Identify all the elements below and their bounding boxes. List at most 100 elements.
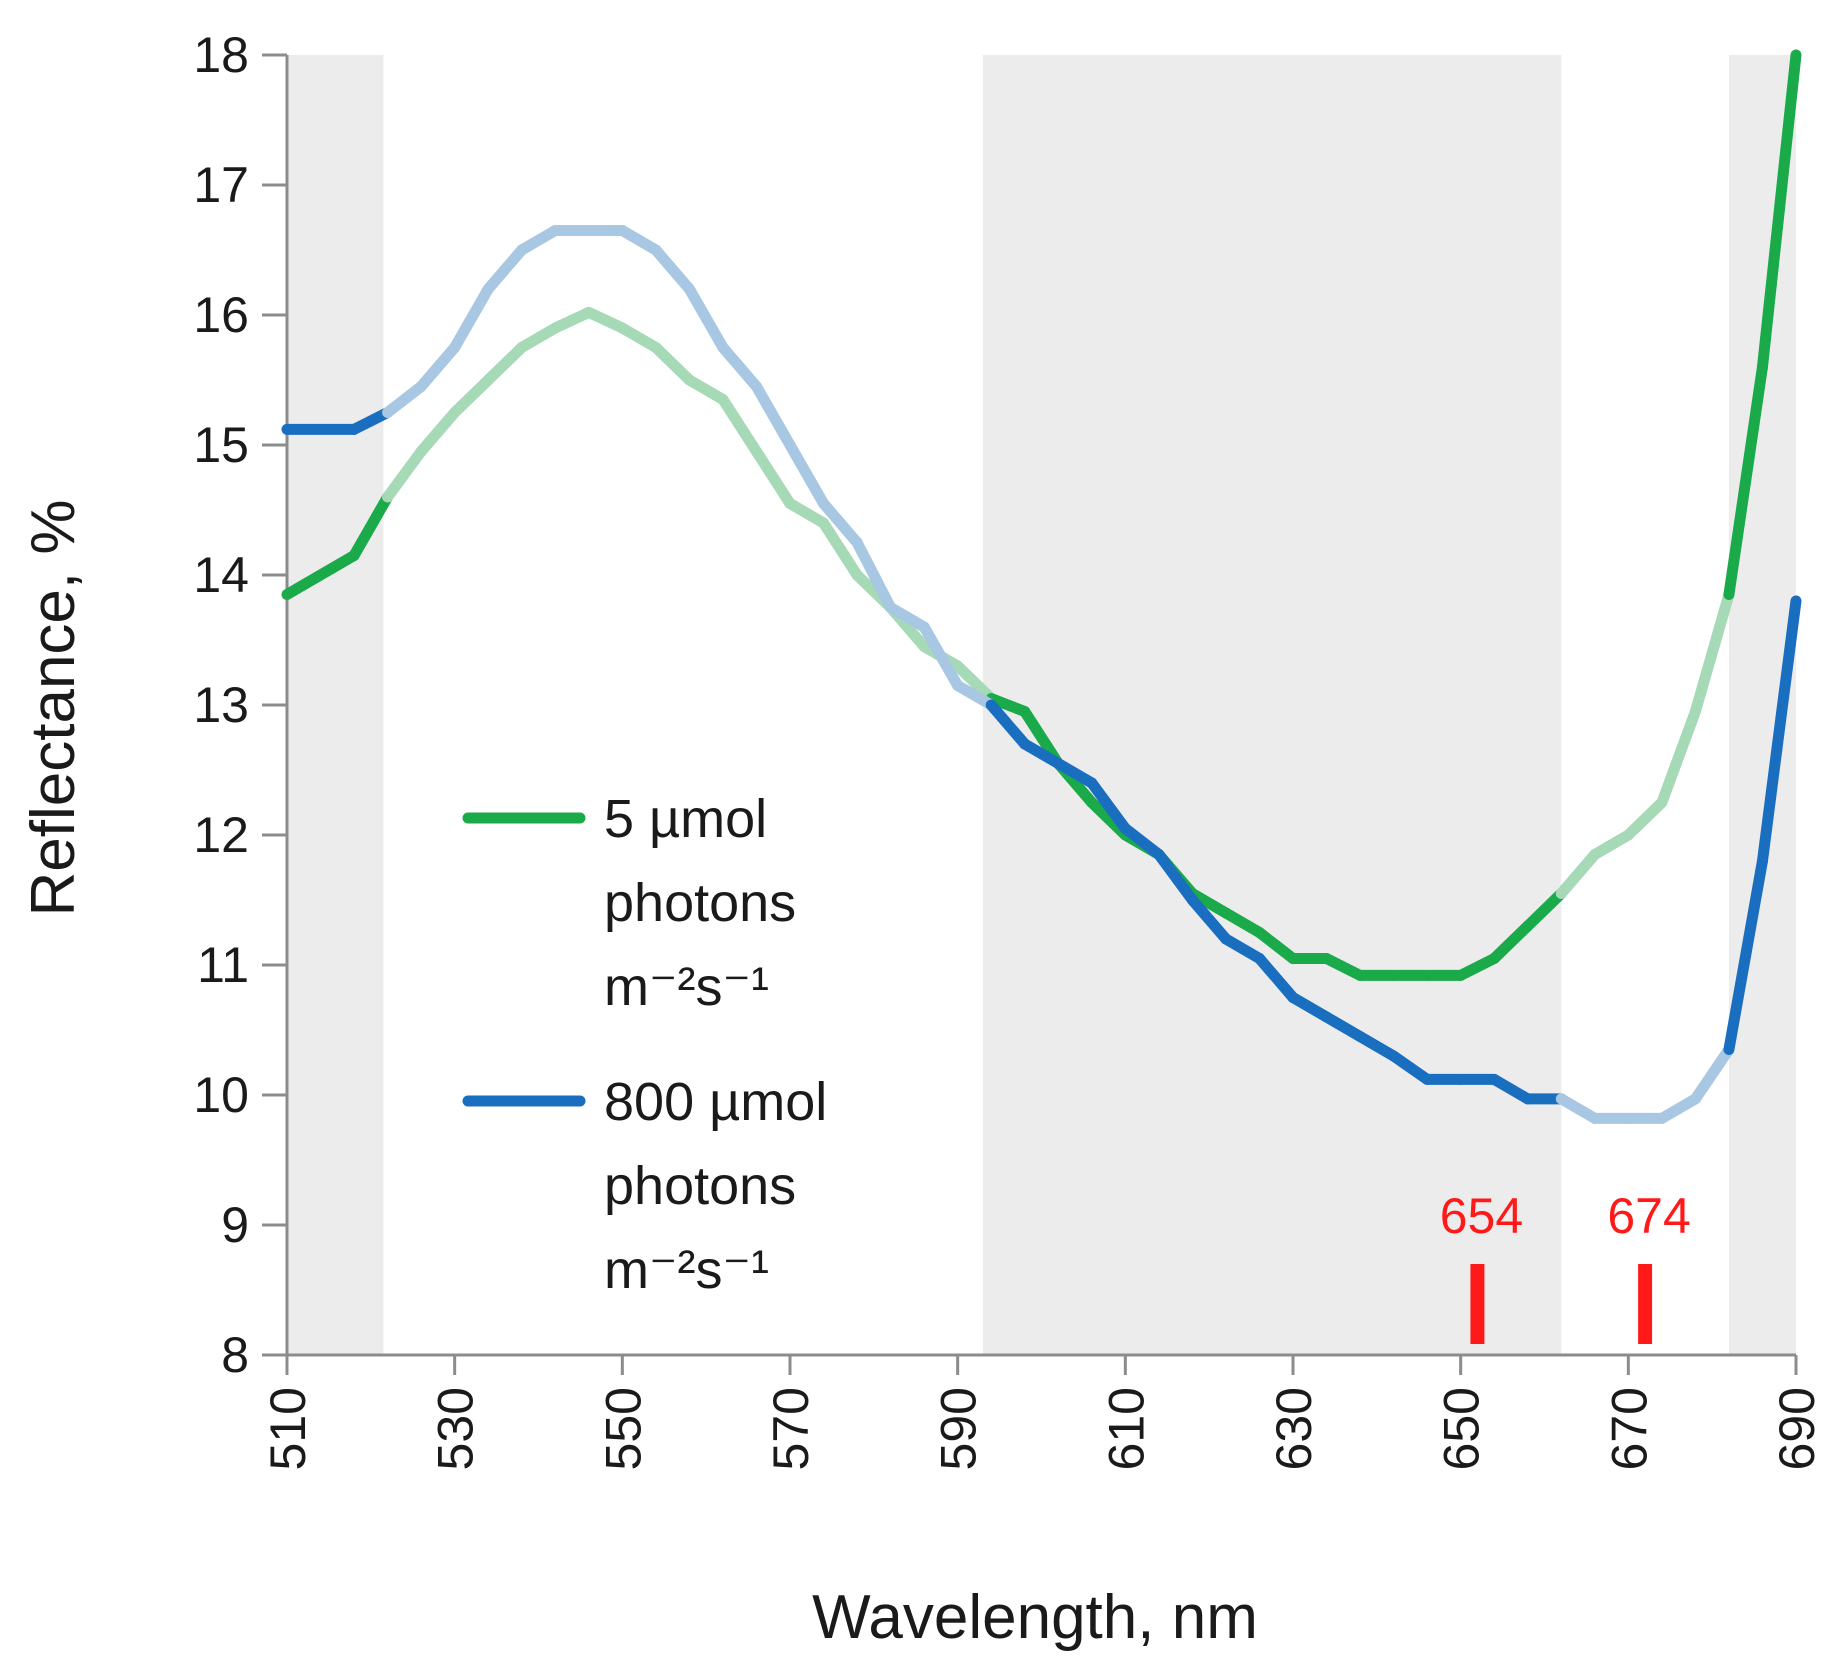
series-line-segment bbox=[1555, 849, 1601, 899]
series-line-segment bbox=[281, 550, 360, 600]
series-line-segment bbox=[348, 491, 394, 561]
legend-label: photons bbox=[604, 873, 796, 933]
x-tick-label: 650 bbox=[1434, 1387, 1490, 1470]
y-tick-label: 14 bbox=[193, 547, 249, 603]
series-line-segment bbox=[952, 680, 997, 711]
legend-label: photons bbox=[604, 1156, 796, 1216]
series-line-segment bbox=[1186, 894, 1232, 945]
shaded-regions bbox=[287, 55, 1796, 1355]
x-tick-label: 510 bbox=[260, 1387, 316, 1470]
axes bbox=[262, 55, 1796, 1365]
series-line-segment bbox=[1488, 920, 1534, 964]
series-line-segment bbox=[1287, 992, 1333, 1023]
series-line-segment bbox=[516, 322, 561, 353]
series-line-segment bbox=[382, 446, 427, 503]
x-axis-title: Wavelength, nm bbox=[812, 1583, 1258, 1652]
series-line-segment bbox=[1689, 589, 1735, 717]
legend: 5 µmol photons m⁻²s⁻¹ 800 µmol photons m⁻²s⁻¹ bbox=[462, 789, 827, 1300]
series-line-segment bbox=[784, 439, 830, 509]
series-line-segment bbox=[1220, 907, 1265, 938]
series-line-segment bbox=[818, 517, 863, 581]
series-line-segment bbox=[750, 446, 796, 509]
series-line-segment bbox=[1052, 758, 1098, 789]
series-line-segment bbox=[650, 342, 695, 386]
series-line-segment bbox=[952, 660, 997, 704]
wavelength-markers: 654 674 bbox=[1440, 1188, 1691, 1344]
y-tick-label: 12 bbox=[193, 807, 249, 863]
series-line-segment bbox=[415, 342, 461, 392]
series-line-segment bbox=[1153, 849, 1198, 906]
marker-bar bbox=[1638, 1264, 1653, 1344]
series-line-segment bbox=[1756, 595, 1802, 867]
x-tick-label: 590 bbox=[931, 1387, 987, 1470]
series-line-segment bbox=[1522, 888, 1567, 932]
y-tick-label: 11 bbox=[197, 937, 249, 993]
series-line-segment bbox=[683, 374, 729, 405]
series-line-segment bbox=[851, 537, 897, 613]
legend-label: 800 µmol bbox=[604, 1072, 827, 1132]
series-line-segment bbox=[1622, 797, 1668, 841]
y-tick-label: 16 bbox=[193, 287, 249, 343]
x-tick-label: 550 bbox=[595, 1387, 651, 1470]
series-line-segment bbox=[449, 374, 494, 418]
y-tick-label: 18 bbox=[193, 27, 249, 83]
series-line-segment bbox=[1756, 49, 1802, 373]
series-line-segment bbox=[1455, 953, 1500, 981]
series-line-segment bbox=[348, 407, 394, 435]
series-line-segment bbox=[482, 244, 528, 295]
shaded-band bbox=[287, 55, 384, 1355]
series-line-segment bbox=[616, 322, 662, 353]
series-line-segment bbox=[784, 498, 830, 529]
y-tick-label: 13 bbox=[193, 677, 249, 733]
series-line-segment bbox=[1019, 738, 1064, 769]
series-line-segment bbox=[1589, 829, 1634, 860]
y-tick-label: 8 bbox=[221, 1327, 249, 1383]
series-line-segment bbox=[683, 283, 729, 353]
series-line-segment bbox=[1086, 777, 1131, 834]
x-tick-label: 570 bbox=[763, 1387, 819, 1470]
series-line-segment bbox=[415, 407, 461, 457]
series-line-segment bbox=[549, 306, 595, 334]
series-line-segment bbox=[583, 306, 628, 334]
series-line-segment bbox=[382, 381, 427, 418]
series-line-segment bbox=[985, 699, 1031, 750]
series-line-segment bbox=[1488, 1073, 1534, 1105]
series-line-segment bbox=[750, 381, 796, 451]
y-tick-label: 9 bbox=[221, 1197, 249, 1253]
series-line-segment bbox=[1723, 361, 1768, 600]
series-line-segment bbox=[449, 283, 494, 353]
series-line-segment bbox=[818, 498, 863, 548]
series-line-segment bbox=[1656, 706, 1701, 808]
series-line-segment bbox=[1321, 1011, 1366, 1042]
series-lines bbox=[281, 49, 1802, 1124]
series-line-segment bbox=[717, 342, 762, 392]
series-line-segment bbox=[1656, 1093, 1701, 1124]
series-line-segment bbox=[650, 244, 695, 295]
series-line-segment bbox=[1119, 823, 1165, 860]
legend-label: m⁻²s⁻¹ bbox=[604, 1240, 769, 1300]
marker-bar bbox=[1470, 1264, 1485, 1344]
series-line-segment bbox=[1220, 933, 1265, 964]
y-tick-label: 17 bbox=[193, 157, 249, 213]
marker-label: 674 bbox=[1607, 1188, 1690, 1244]
y-axis-ticks: 8 9 10 11 12 13 14 15 16 17 18 bbox=[193, 27, 287, 1383]
x-tick-label: 690 bbox=[1769, 1387, 1825, 1470]
shaded-band bbox=[982, 55, 1562, 1355]
series-line-segment bbox=[717, 394, 762, 457]
series-line-segment bbox=[885, 602, 930, 633]
marker-label: 654 bbox=[1440, 1188, 1523, 1244]
x-tick-label: 530 bbox=[428, 1387, 484, 1470]
series-line-segment bbox=[985, 693, 1031, 717]
x-tick-label: 670 bbox=[1601, 1387, 1657, 1470]
series-line-segment bbox=[1354, 1031, 1400, 1062]
series-line-segment bbox=[482, 342, 528, 386]
series-line-segment bbox=[1186, 888, 1232, 919]
legend-label: m⁻²s⁻¹ bbox=[604, 957, 769, 1017]
series-line-segment bbox=[1555, 1093, 1601, 1124]
series-line-segment bbox=[516, 225, 561, 256]
x-tick-label: 630 bbox=[1266, 1387, 1322, 1470]
series-line-segment bbox=[1723, 855, 1768, 1055]
series-line-segment bbox=[1321, 953, 1366, 981]
series-1 bbox=[281, 225, 1802, 1124]
